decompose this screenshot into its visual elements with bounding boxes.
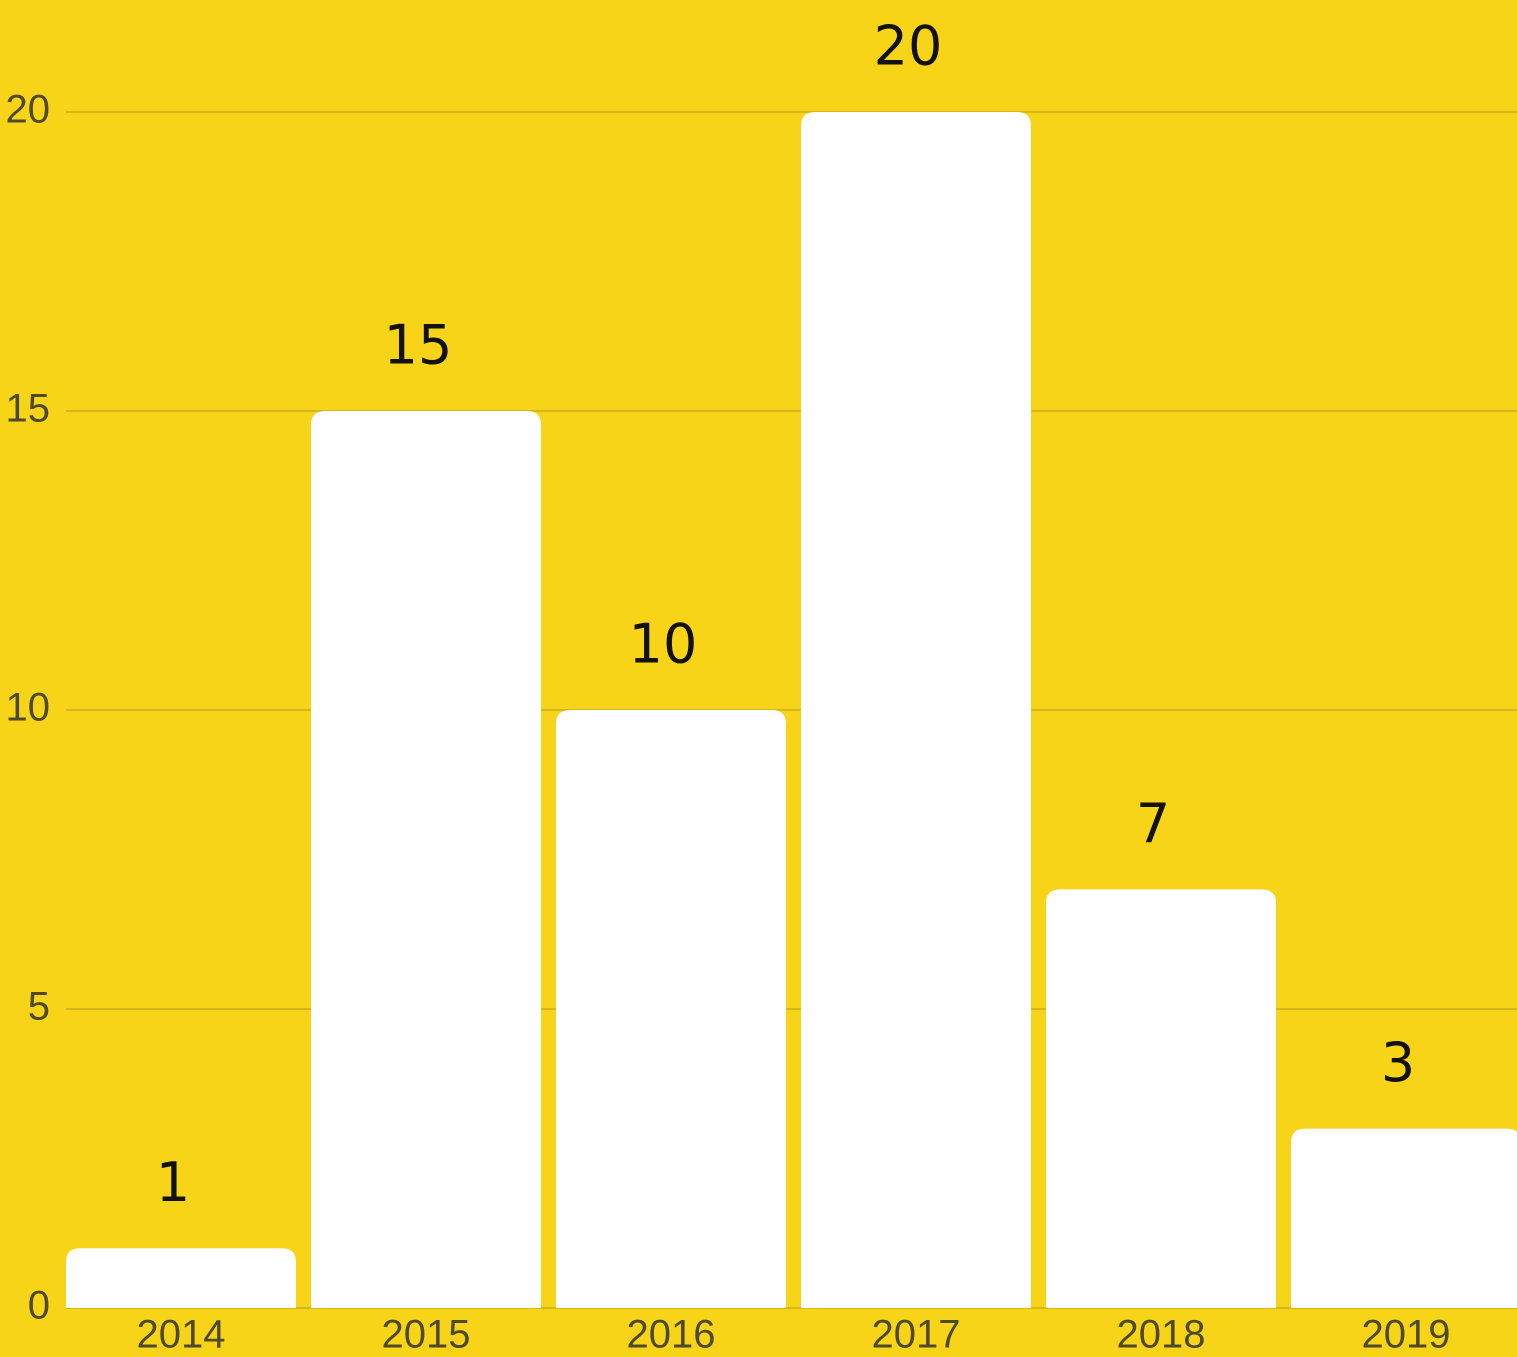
value-label: 15 bbox=[384, 314, 453, 377]
bar bbox=[556, 710, 786, 1308]
x-tick-label: 2016 bbox=[627, 1313, 716, 1357]
x-tick-label: 2014 bbox=[137, 1313, 226, 1357]
bar bbox=[311, 411, 541, 1308]
x-tick-label: 2018 bbox=[1117, 1313, 1206, 1357]
value-label: 1 bbox=[156, 1151, 190, 1214]
x-tick-label: 2019 bbox=[1362, 1313, 1451, 1357]
value-label: 7 bbox=[1136, 792, 1170, 855]
bar bbox=[66, 1248, 296, 1308]
x-tick-label: 2015 bbox=[382, 1313, 471, 1357]
y-tick-label: 20 bbox=[6, 88, 51, 132]
value-label: 10 bbox=[629, 613, 698, 676]
bar bbox=[1046, 889, 1276, 1308]
y-tick-label: 15 bbox=[6, 387, 51, 431]
y-tick-label: 10 bbox=[6, 686, 51, 730]
bar bbox=[1291, 1128, 1517, 1308]
value-label: 20 bbox=[874, 15, 943, 78]
bar bbox=[801, 112, 1031, 1308]
value-label: 3 bbox=[1381, 1031, 1415, 1094]
y-tick-label: 0 bbox=[28, 1284, 50, 1328]
y-tick-label: 5 bbox=[28, 985, 50, 1029]
x-tick-label: 2017 bbox=[872, 1313, 961, 1357]
